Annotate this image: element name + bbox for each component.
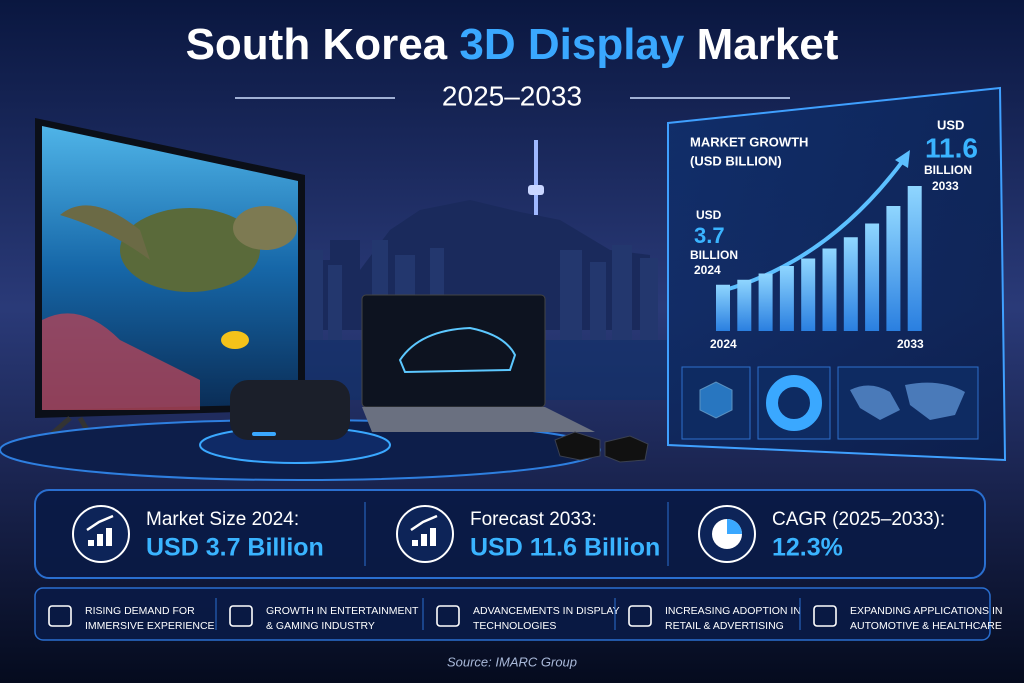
turtle-head — [233, 206, 297, 250]
bar — [822, 248, 837, 331]
driver-icon — [813, 605, 837, 627]
driver-text: AUTOMOTIVE & HEALTHCARE — [850, 620, 1002, 632]
title-part: South Korea — [186, 20, 448, 69]
end-currency: USD — [937, 117, 964, 132]
stat-label: CAGR (2025–2033): — [772, 509, 945, 530]
driver-icon — [628, 605, 652, 627]
driver-text: IMMERSIVE EXPERIENCE — [85, 620, 215, 632]
car-wireframe — [398, 326, 517, 374]
title: South Korea 3D Display Market — [186, 20, 839, 69]
cube-icon — [699, 381, 733, 419]
start-unit: BILLION — [690, 248, 738, 262]
bar — [779, 266, 794, 331]
driver-text: RETAIL & ADVERTISING — [665, 620, 784, 632]
start-currency: USD — [696, 208, 722, 222]
icon-pie-slice — [727, 519, 742, 534]
laptop-base — [362, 407, 595, 432]
stat-label: Forecast 2033: — [470, 509, 597, 530]
x-label: 2033 — [897, 337, 924, 351]
icon-bar — [412, 540, 418, 546]
driver-icon — [48, 605, 72, 627]
icon-bar — [97, 534, 103, 546]
icon-arrow — [86, 514, 114, 532]
donut-icon — [766, 375, 822, 431]
icon-bar — [421, 534, 427, 546]
drivers: RISING DEMAND FOR IMMERSIVE EXPERIENCE GRO… — [48, 598, 1002, 632]
driver-text: ADVANCEMENTS IN DISPLAY — [473, 605, 620, 617]
stat-label: Market Size 2024: — [146, 509, 299, 530]
stat-value: 12.3% — [772, 534, 843, 562]
bar — [865, 223, 880, 331]
tower-top — [528, 185, 544, 195]
vr-light — [252, 432, 276, 436]
driver-text: & GAMING INDUSTRY — [266, 620, 375, 632]
bar-group — [716, 186, 922, 331]
panel-title: (USD BILLION) — [690, 153, 782, 168]
bar — [758, 273, 773, 331]
bar — [716, 284, 730, 331]
bar — [886, 206, 901, 331]
panel-title: MARKET GROWTH — [690, 134, 808, 149]
icon-bar — [88, 540, 94, 546]
years: 2025–2033 — [442, 80, 582, 111]
driver-text: INCREASING ADOPTION IN — [665, 605, 801, 617]
stats-box — [34, 489, 986, 579]
driver-icon — [436, 605, 460, 627]
driver-icon — [229, 605, 253, 627]
fish — [221, 331, 249, 349]
vr-headset — [230, 380, 350, 440]
title-part: Market — [697, 20, 839, 69]
drivers-box — [34, 587, 991, 641]
bar — [843, 237, 858, 331]
end-unit: BILLION — [924, 163, 972, 177]
title-highlight: 3D Display — [459, 20, 685, 69]
stats: Market Size 2024: USD 3.7 Billion Forecast… — [72, 505, 945, 563]
3d-glasses — [554, 431, 649, 463]
driver-text: RISING DEMAND FOR — [85, 605, 195, 617]
stat-value: USD 11.6 Billion — [470, 534, 660, 562]
n-seoul-tower — [534, 140, 538, 215]
laptop-screen — [361, 294, 546, 408]
coral — [42, 313, 200, 410]
end-year: 2033 — [932, 179, 959, 193]
bar — [737, 279, 752, 331]
x-label: 2024 — [710, 337, 737, 351]
bar — [907, 186, 922, 331]
end-value: 11.6 — [925, 132, 978, 163]
driver-text: GROWTH IN ENTERTAINMENT — [266, 605, 419, 617]
start-value: 3.7 — [694, 223, 725, 248]
stat-value: USD 3.7 Billion — [146, 534, 324, 562]
start-year: 2024 — [694, 263, 721, 277]
turtle-shell — [120, 208, 260, 292]
icon-bar — [106, 528, 112, 546]
arrow-head — [895, 150, 910, 168]
driver-text: TECHNOLOGIES — [473, 620, 556, 632]
icon-bar — [430, 528, 436, 546]
icon-arrow — [410, 514, 438, 532]
world-map-icon — [850, 382, 965, 420]
turtle-flipper — [60, 205, 150, 260]
source: Source: IMARC Group — [447, 654, 577, 669]
bar — [801, 258, 816, 331]
driver-text: EXPANDING APPLICATIONS IN — [850, 605, 1002, 617]
